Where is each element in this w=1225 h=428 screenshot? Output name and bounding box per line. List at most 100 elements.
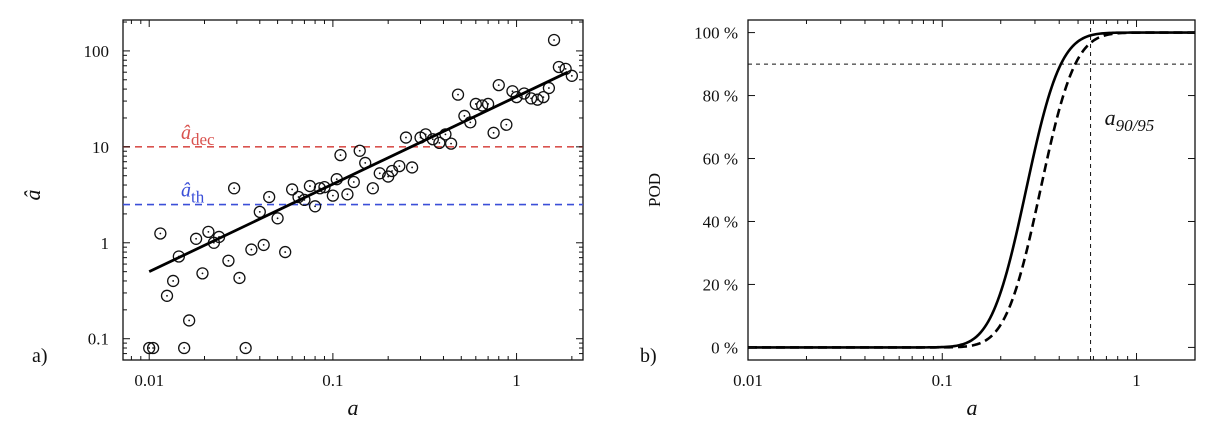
- data-point-center: [227, 259, 230, 262]
- data-point: [353, 144, 366, 157]
- data-point: [547, 33, 561, 47]
- data-point: [405, 161, 419, 174]
- data-point: [233, 271, 246, 285]
- data-point-center: [548, 87, 550, 89]
- data-point: [373, 167, 386, 180]
- data-point-center: [378, 172, 381, 175]
- data-point-center: [238, 277, 241, 279]
- panel-b-label: b): [640, 345, 657, 367]
- threshold-label-th: âth: [181, 180, 205, 207]
- data-point-center: [335, 178, 338, 181]
- y-tick-label: 20 %: [703, 275, 738, 294]
- data-point: [271, 212, 284, 225]
- data-point: [487, 126, 500, 139]
- data-point-center: [463, 115, 466, 117]
- data-point: [154, 227, 167, 240]
- data-point-center: [457, 93, 459, 96]
- data-point-center: [183, 347, 186, 349]
- data-point-center: [276, 217, 279, 220]
- data-point-center: [262, 244, 265, 246]
- data-point: [451, 88, 465, 101]
- x-tick-label: 0.01: [733, 371, 763, 390]
- data-point-center: [438, 141, 441, 144]
- panel-a-frame: [122, 19, 584, 361]
- data-point: [166, 274, 180, 288]
- data-point: [318, 181, 331, 194]
- y-tick-label: 1: [101, 234, 110, 253]
- data-point: [347, 175, 360, 189]
- data-point: [476, 99, 489, 112]
- data-point-center: [411, 166, 414, 169]
- data-point-center: [542, 96, 545, 99]
- data-point-center: [387, 175, 390, 178]
- data-point-center: [188, 319, 191, 322]
- data-point-center: [339, 154, 342, 157]
- data-point: [253, 205, 266, 219]
- data-point-center: [570, 74, 573, 77]
- data-point-center: [398, 165, 401, 167]
- data-point-center: [450, 142, 452, 145]
- data-point-center: [291, 188, 294, 191]
- data-point: [433, 136, 446, 150]
- data-point: [183, 314, 196, 327]
- y-tick-label: 100: [84, 42, 110, 61]
- panel-a-label: a): [32, 345, 48, 367]
- data-point: [189, 232, 203, 245]
- data-point-center: [352, 181, 355, 183]
- data-point: [239, 341, 252, 355]
- data-point-center: [207, 230, 210, 233]
- data-point-center: [424, 133, 427, 136]
- data-point: [245, 243, 258, 256]
- pod-curve-dashed: [748, 31, 1195, 349]
- panel-b-x-axis-label: a: [967, 395, 978, 420]
- data-point: [178, 341, 191, 355]
- y-tick-label: 60 %: [703, 150, 738, 169]
- data-point-center: [444, 133, 447, 136]
- data-point-center: [469, 121, 472, 124]
- data-point-center: [148, 347, 151, 349]
- data-point-center: [284, 251, 287, 253]
- a90-95-annotation: a90/95: [1105, 105, 1155, 135]
- panel-b-frame: [747, 19, 1196, 361]
- threshold-label-dec: âdec: [181, 122, 215, 149]
- data-point-center: [268, 196, 271, 198]
- data-point: [366, 182, 379, 195]
- data-point-center: [358, 149, 361, 152]
- data-point: [552, 60, 566, 74]
- data-point: [227, 182, 241, 195]
- fit-line: [148, 70, 569, 273]
- data-point-center: [309, 185, 311, 187]
- panel-a-x-axis-label: a: [348, 395, 359, 420]
- data-point-center: [250, 248, 253, 251]
- data-point: [172, 250, 185, 263]
- data-point: [565, 69, 579, 82]
- data-point: [510, 90, 523, 104]
- data-point-center: [492, 131, 495, 134]
- data-point: [222, 254, 235, 267]
- data-point-center: [159, 232, 162, 235]
- data-point-center: [364, 162, 367, 164]
- data-point: [334, 148, 347, 162]
- data-point-center: [195, 237, 197, 240]
- x-tick-label: 1: [512, 371, 521, 390]
- data-point: [146, 341, 160, 355]
- data-point-center: [166, 294, 168, 297]
- data-point-center: [487, 103, 490, 105]
- data-point-center: [244, 347, 247, 349]
- data-point-center: [233, 187, 236, 190]
- y-tick-label: 0.1: [88, 330, 109, 349]
- data-point-center: [557, 66, 560, 68]
- panel-a-scatter: 0.01 0.1 1 0.1 1 10 100 âdec âth a â a): [20, 19, 584, 420]
- data-point: [469, 97, 482, 111]
- panel-b-pod-curve: 0.01 0.1 10 %20 %40 %60 %80 %100 % a90/95 …: [640, 19, 1196, 420]
- data-point: [263, 190, 276, 204]
- data-point: [257, 238, 270, 252]
- data-point: [196, 267, 209, 280]
- x-tick-label: 0.01: [134, 371, 164, 390]
- data-point-center: [152, 347, 154, 349]
- data-point-center: [497, 84, 500, 87]
- data-point: [341, 188, 354, 201]
- data-point-center: [564, 67, 567, 70]
- y-tick-label: 10: [92, 138, 109, 157]
- y-tick-label: 80 %: [703, 87, 738, 106]
